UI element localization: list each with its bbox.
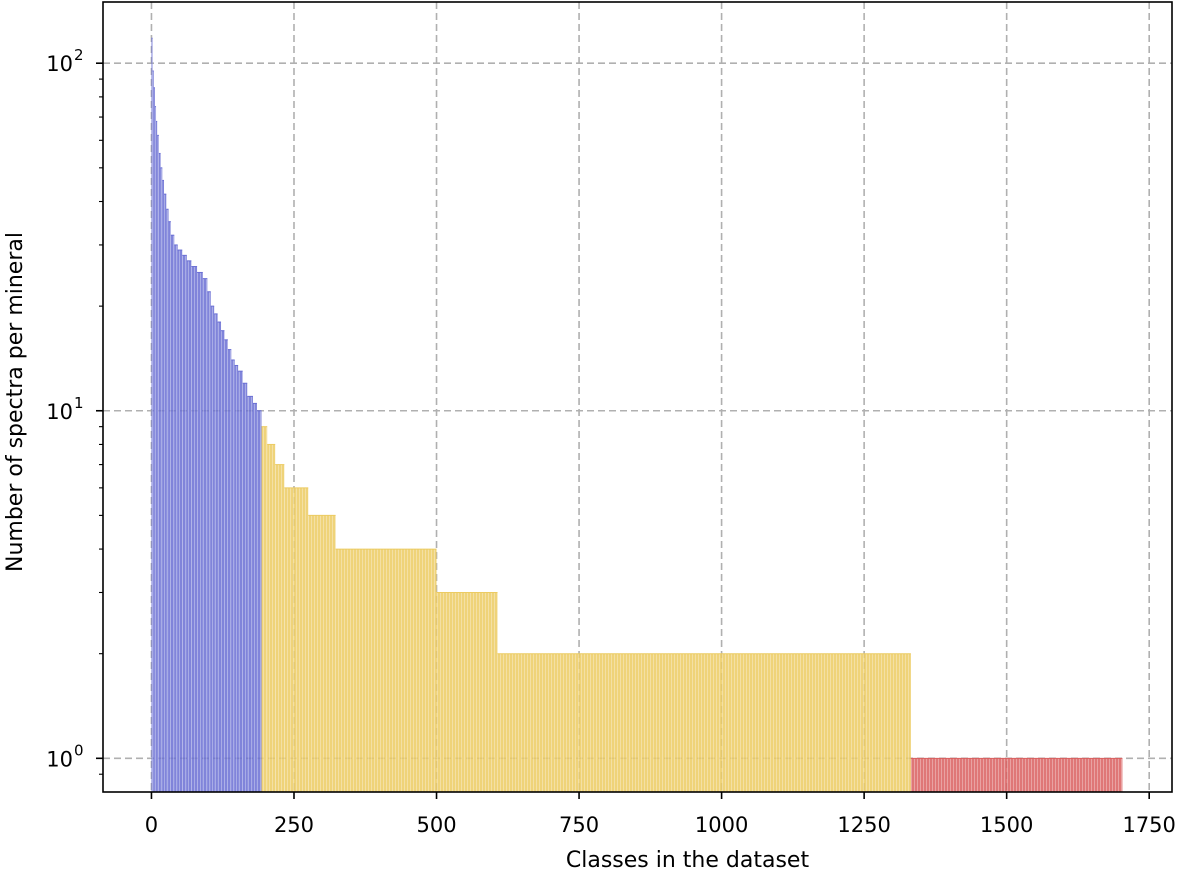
bar bbox=[308, 515, 336, 792]
bar bbox=[256, 410, 262, 792]
x-tick-label: 0 bbox=[145, 813, 158, 837]
x-tick-label: 250 bbox=[274, 813, 314, 837]
bar bbox=[191, 266, 198, 792]
bar bbox=[242, 383, 248, 792]
bar bbox=[156, 121, 158, 793]
bar bbox=[152, 70, 154, 793]
bar bbox=[153, 87, 155, 792]
bar bbox=[154, 106, 157, 792]
x-tick-label: 1000 bbox=[695, 813, 748, 837]
bar bbox=[186, 260, 192, 792]
bar bbox=[174, 244, 178, 792]
bar bbox=[164, 194, 167, 792]
y-axis-title: Number of spectra per mineral bbox=[3, 232, 28, 572]
bar bbox=[261, 426, 268, 792]
bar bbox=[231, 359, 235, 792]
bar bbox=[497, 653, 911, 792]
y-tick-exponent: 1 bbox=[74, 394, 84, 412]
bar bbox=[221, 330, 225, 792]
bar bbox=[162, 180, 165, 792]
y-tick-label: 10 bbox=[46, 52, 73, 76]
bar bbox=[202, 278, 208, 793]
bar bbox=[284, 487, 309, 792]
bar bbox=[157, 135, 159, 792]
bars bbox=[151, 37, 1123, 793]
bar bbox=[160, 167, 163, 792]
bar bbox=[238, 371, 243, 792]
bar bbox=[275, 464, 285, 792]
bar bbox=[227, 349, 232, 792]
y-tick-exponent: 2 bbox=[74, 46, 84, 64]
bar bbox=[158, 153, 161, 793]
bar bbox=[910, 758, 1123, 792]
bar bbox=[210, 306, 215, 792]
bar bbox=[166, 209, 169, 792]
bar bbox=[252, 403, 257, 792]
bar bbox=[177, 250, 183, 792]
y-tick-label: 10 bbox=[46, 400, 73, 424]
x-tick-label: 1500 bbox=[980, 813, 1033, 837]
bar bbox=[214, 313, 218, 792]
x-tick-label: 1750 bbox=[1122, 813, 1175, 837]
bar bbox=[335, 549, 437, 792]
bar bbox=[197, 272, 203, 792]
x-axis-title: Classes in the dataset bbox=[566, 848, 810, 870]
bar bbox=[247, 396, 253, 792]
x-tick-label: 500 bbox=[416, 813, 456, 837]
bar bbox=[170, 235, 175, 793]
bar bbox=[151, 38, 153, 793]
bar bbox=[234, 365, 239, 792]
bar bbox=[267, 444, 276, 792]
bar bbox=[168, 221, 171, 792]
plot-frame bbox=[102, 1, 1173, 793]
bar bbox=[182, 255, 187, 792]
y-tick-exponent: 0 bbox=[74, 741, 84, 759]
x-tick-label: 1250 bbox=[837, 813, 890, 837]
bar bbox=[436, 592, 498, 792]
bar bbox=[217, 322, 222, 792]
bar bbox=[224, 339, 228, 792]
y-tick-label: 10 bbox=[46, 747, 73, 771]
bar bbox=[207, 291, 211, 792]
x-tick-label: 750 bbox=[559, 813, 599, 837]
